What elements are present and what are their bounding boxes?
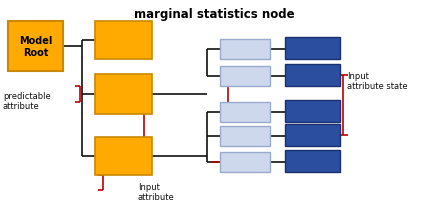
Bar xyxy=(95,137,152,175)
Bar xyxy=(220,102,270,122)
Bar xyxy=(220,67,270,87)
Bar xyxy=(95,75,152,114)
Text: Model
Root: Model Root xyxy=(19,36,52,58)
Text: marginal statistics node: marginal statistics node xyxy=(134,8,294,21)
Text: Input
attribute: Input attribute xyxy=(138,182,175,200)
Bar xyxy=(285,38,340,60)
Bar xyxy=(220,126,270,146)
Text: Input
attribute state: Input attribute state xyxy=(347,72,407,91)
Text: predictable
attribute: predictable attribute xyxy=(3,92,51,111)
Bar xyxy=(285,65,340,87)
Bar xyxy=(8,22,63,72)
Bar xyxy=(220,40,270,60)
Bar xyxy=(220,152,270,172)
Bar xyxy=(285,150,340,172)
Bar xyxy=(95,22,152,60)
Bar xyxy=(285,100,340,122)
Bar xyxy=(285,124,340,146)
